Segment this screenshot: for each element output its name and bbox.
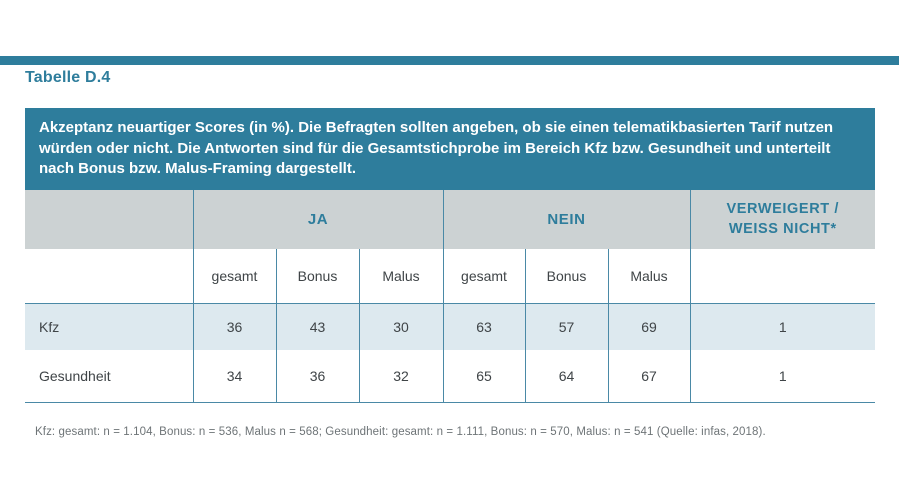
table-row-kfz: Kfz 36 43 30 63 57 69 1 [25, 302, 876, 351]
kfz-nein-gesamt: 63 [442, 302, 525, 351]
page-title: Tabelle D.4 [25, 69, 111, 86]
gesundheit-ja-bonus: 36 [275, 350, 359, 403]
verweigert-line2: WEISS NICHT* [728, 220, 837, 237]
corner-cell [25, 190, 193, 250]
kfz-ja-bonus: 43 [275, 302, 359, 351]
row-label-kfz: Kfz [25, 302, 193, 351]
subheader-nein-bonus: Bonus [524, 249, 608, 304]
gesundheit-nein-malus: 67 [607, 350, 691, 403]
kfz-nein-malus: 69 [607, 302, 691, 351]
kfz-nein-bonus: 57 [524, 302, 608, 351]
group-header-nein: NEIN [442, 190, 691, 250]
kfz-ja-malus: 30 [358, 302, 443, 351]
gesundheit-ja-malus: 32 [358, 350, 443, 403]
data-table: JA NEIN VERWEIGERT / WEISS NICHT* gesamt… [25, 190, 876, 403]
subheader-ja-bonus: Bonus [275, 249, 359, 304]
kfz-verweigert: 1 [689, 302, 876, 351]
table-caption: Akzeptanz neuartiger Scores (in %). Die … [25, 108, 875, 191]
group-header-ja: JA [192, 190, 443, 250]
group-header-row: JA NEIN VERWEIGERT / WEISS NICHT* [25, 190, 876, 250]
gesundheit-nein-bonus: 64 [524, 350, 608, 403]
empty-subheader-verweigert [689, 249, 876, 304]
sub-header-row: gesamt Bonus Malus gesamt Bonus Malus [25, 249, 876, 304]
subheader-ja-malus: Malus [358, 249, 443, 304]
verweigert-line1: VERWEIGERT / [726, 201, 839, 217]
table-footnote: Kfz: gesamt: n = 1.104, Bonus: n = 536, … [35, 425, 766, 438]
gesundheit-ja-gesamt: 34 [192, 350, 276, 403]
empty-subheader [25, 249, 193, 304]
gesundheit-nein-gesamt: 65 [442, 350, 525, 403]
subheader-ja-gesamt: gesamt [192, 249, 276, 304]
top-accent-bar [0, 56, 899, 65]
subheader-nein-malus: Malus [607, 249, 691, 304]
gesundheit-verweigert: 1 [689, 350, 876, 403]
kfz-ja-gesamt: 36 [192, 302, 276, 351]
table-row-gesundheit: Gesundheit 34 36 32 65 64 67 1 [25, 350, 876, 403]
subheader-nein-gesamt: gesamt [442, 249, 525, 304]
row-label-gesundheit: Gesundheit [25, 350, 193, 403]
group-header-verweigert: VERWEIGERT / WEISS NICHT* [689, 190, 876, 250]
table-figure: Tabelle D.4 Akzeptanz neuartiger Scores … [25, 56, 876, 438]
